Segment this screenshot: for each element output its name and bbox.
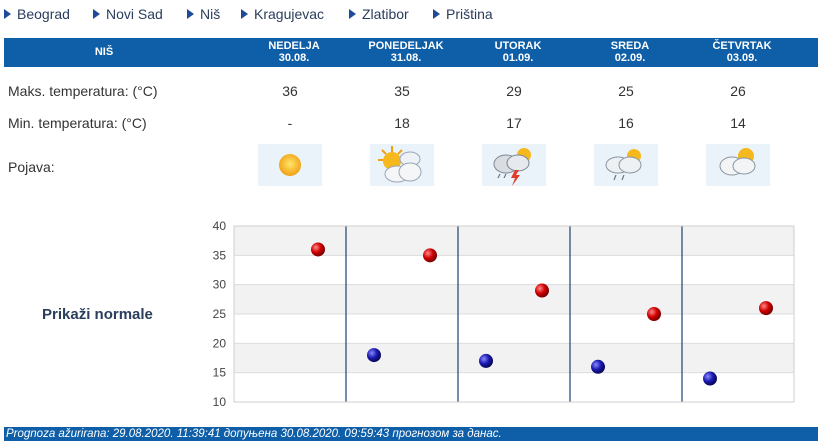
min-temp-value: 18 (394, 115, 410, 131)
max-temp-point (311, 242, 325, 257)
max-temp-label: Maks. temperatura: (°C) (8, 83, 158, 99)
city-link-zlatibor[interactable]: Zlatibor (349, 6, 409, 22)
city-link-novi-sad[interactable]: Novi Sad (93, 6, 163, 22)
city-link-pristina[interactable]: Priština (433, 6, 493, 22)
y-tick-label: 25 (213, 307, 227, 321)
min-temp-value: 14 (730, 115, 746, 131)
day-header: ČETVRTAK 03.09. (692, 40, 792, 69)
min-temp-value: - (287, 115, 293, 131)
day-name: SREDA (610, 40, 650, 52)
y-tick-label: 20 (213, 336, 227, 350)
day-name: ČETVRTAK (712, 40, 772, 52)
sun-icon (258, 144, 322, 186)
day-date: 02.09. (614, 52, 646, 64)
min-temp-point (479, 353, 493, 368)
grid-band (234, 255, 794, 285)
city-link-label: Kragujevac (254, 6, 325, 22)
min-temp-label: Min. temperatura: (°C) (8, 115, 147, 131)
arrow-right-icon (93, 9, 100, 19)
min-temp-point (703, 371, 717, 386)
city-link-nis[interactable]: Niš (187, 6, 220, 22)
sun-cloud-icon (706, 144, 770, 186)
min-temp-value: 16 (618, 115, 634, 131)
y-tick-label: 30 (213, 278, 227, 292)
max-temp-value: 29 (506, 83, 522, 99)
sun-cloud-rain-icon (594, 144, 658, 186)
day-date: 31.08. (390, 52, 422, 64)
arrow-right-icon (241, 9, 248, 19)
city-link-label: Novi Sad (106, 6, 163, 22)
city-link-label: Beograd (17, 6, 70, 22)
day-name: PONEDELJAK (368, 40, 444, 52)
max-temp-value: 36 (282, 83, 298, 99)
day-header: UTORAK 01.09. (468, 40, 568, 69)
phenomenon-label: Pojava: (8, 159, 55, 175)
city-link-label: Zlatibor (362, 6, 409, 22)
day-name: NEDELJA (268, 40, 320, 52)
max-temp-point (423, 248, 437, 263)
day-name: UTORAK (494, 40, 542, 52)
y-tick-label: 35 (213, 248, 227, 262)
city-link-kragujevac[interactable]: Kragujevac (241, 6, 324, 22)
max-temp-point (535, 283, 549, 298)
min-temp-value: 17 (506, 115, 522, 131)
min-temp-point (591, 359, 605, 374)
city-title: NIŠ (94, 46, 114, 58)
grid-band (234, 226, 794, 256)
day-date: 03.09. (726, 52, 758, 64)
y-tick-label: 40 (213, 219, 227, 233)
max-temp-point (759, 301, 773, 316)
max-temp-value: 25 (618, 83, 634, 99)
max-temp-point (647, 307, 661, 321)
arrow-right-icon (4, 9, 11, 19)
day-date: 30.08. (278, 52, 310, 64)
show-normals-link[interactable]: Prikaži normale (42, 306, 153, 323)
city-link-beograd[interactable]: Beograd (4, 6, 70, 22)
temperature-chart: 10 15 20 25 30 35 40 (213, 219, 795, 409)
plot-border (233, 225, 795, 403)
y-tick-label: 10 (213, 395, 227, 409)
arrow-right-icon (187, 9, 194, 19)
min-temp-point (367, 348, 381, 363)
arrow-right-icon (433, 9, 440, 19)
city-link-label: Niš (200, 6, 221, 22)
y-tick-label: 15 (213, 366, 227, 380)
day-header: SREDA 02.09. (580, 40, 680, 69)
day-header: NEDELJA 30.08. (244, 40, 344, 69)
grid-band (234, 314, 794, 344)
max-temp-value: 26 (730, 83, 746, 99)
grid-band (234, 372, 794, 402)
max-temp-value: 35 (394, 83, 410, 99)
grid-band (234, 284, 794, 314)
day-date: 01.09. (502, 52, 534, 64)
city-link-label: Priština (446, 6, 493, 22)
sun-cloud-icon (370, 144, 434, 186)
forecast-header: NIŠ NEDELJA 30.08. PONEDELJAK 31.08. UTO… (4, 38, 818, 67)
day-header: PONEDELJAK 31.08. (356, 40, 456, 69)
thunderstorm-icon (482, 144, 546, 186)
arrow-right-icon (349, 9, 356, 19)
forecast-updated-footer: Prognoza ažurirana: 29.08.2020. 11:39:41… (4, 427, 818, 441)
grid-band (234, 343, 794, 373)
